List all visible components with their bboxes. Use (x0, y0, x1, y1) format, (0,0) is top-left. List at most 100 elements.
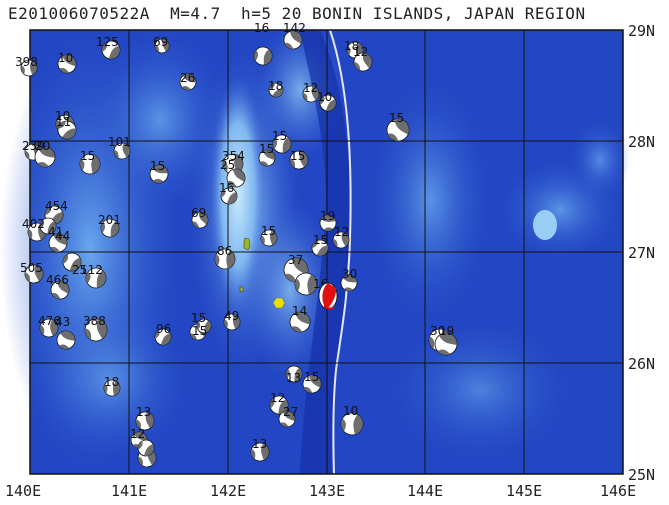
latitude-label: 28N (628, 133, 655, 151)
event-depth-label: 12 (334, 225, 349, 239)
focal-mechanism (272, 134, 292, 154)
event-depth-label: 15 (259, 142, 274, 156)
event-depth-label: 12 (303, 81, 318, 95)
latitude-label: 25N (628, 466, 655, 484)
event-depth-label: 69 (191, 206, 206, 220)
event-depth-label: 12 (270, 391, 285, 405)
focal-mechanism (386, 118, 410, 142)
longitude-label: 146E (600, 482, 636, 500)
event-depth-label: 20 (35, 139, 50, 153)
latitude-label: 29N (628, 22, 655, 40)
event-depth-label: 15 (192, 324, 207, 338)
event-depth-label: 354 (222, 149, 245, 163)
focal-mechanism (340, 274, 358, 292)
event-depth-label: 30 (342, 267, 357, 281)
focal-mechanism (289, 150, 309, 170)
event-depth-label: 86 (217, 244, 232, 258)
event-depth-label: 14 (292, 304, 307, 318)
focal-mechanism (434, 332, 458, 356)
map-title: E201006070522A M=4.7 h=5 20 BONIN ISLAND… (8, 4, 586, 23)
focal-mechanism (319, 214, 337, 232)
event-depth-label: 10 (317, 90, 332, 104)
focal-mechanism (34, 146, 56, 168)
event-depth-label: 41 (48, 225, 63, 239)
focal-mechanism (62, 252, 82, 272)
focal-mechanism (79, 153, 101, 175)
focal-mechanism (113, 142, 131, 160)
focal-mechanism (20, 59, 38, 77)
focal-mechanism (56, 330, 76, 350)
latitude-axis: 29N 28N 27N 26N 25N (628, 22, 655, 484)
event-depth-label: 15 (290, 149, 305, 163)
event-depth-label: 15 (304, 370, 319, 384)
event-depth-label: 37 (288, 253, 303, 267)
event-depth-label: 10 (55, 109, 70, 123)
focal-mechanism (135, 411, 155, 431)
focal-mechanism (101, 40, 121, 60)
event-depth-label: 466 (46, 273, 69, 287)
event-depth-label: 27 (283, 405, 298, 419)
focal-mechanism (278, 410, 296, 428)
event-depth-label: 201 (98, 213, 121, 227)
event-depth-label: 15 (150, 159, 165, 173)
event-depth-label: 69 (153, 35, 168, 49)
focal-mechanism (154, 328, 172, 346)
longitude-label: 145E (506, 482, 542, 500)
event-depth-label: 239 (22, 139, 45, 153)
event-depth-label: 96 (156, 322, 171, 336)
focal-mechanism (258, 149, 276, 167)
event-depth-label: 112 (80, 263, 103, 277)
event-depth-label: 13 (286, 371, 301, 385)
event-depth-label: 15 (272, 129, 287, 143)
focal-mechanism (50, 280, 70, 300)
focal-mechanism (57, 120, 77, 140)
island (243, 237, 251, 251)
event-depth-label: 43 (55, 315, 70, 329)
focal-mechanism (191, 211, 209, 229)
event-depth-label: 15 (389, 111, 404, 125)
event-depth-label: 476 (38, 314, 61, 328)
event-depth-label: 18 (344, 39, 359, 53)
event-depth-label: 11 (56, 115, 71, 129)
event-depth-label: 19 (320, 209, 335, 223)
focal-mechanism (353, 52, 373, 72)
focal-mechanism (340, 412, 364, 436)
event-depth-label: 15 (80, 149, 95, 163)
focal-mechanism (302, 374, 322, 394)
event-depth-label: 18 (104, 375, 119, 389)
event-depth-label: 10 (343, 404, 358, 418)
focal-mechanism (319, 94, 337, 112)
focal-mechanism (220, 187, 238, 205)
event-depth-label: 398 (15, 55, 38, 69)
focal-mechanism (253, 46, 273, 66)
focal-mechanism (39, 217, 57, 235)
event-depth-label: 16 (254, 21, 269, 35)
event-depth-label: 15 (313, 233, 328, 247)
islands (239, 237, 286, 309)
focal-mechanism (250, 442, 270, 462)
longitude-label: 140E (5, 482, 41, 500)
event-depth-label: 12 (130, 427, 145, 441)
event-depth-label: 12 (353, 45, 368, 59)
focal-mechanism (149, 164, 169, 184)
focal-mechanism (311, 239, 329, 257)
focal-mechanism (179, 73, 197, 91)
focal-mechanism (223, 313, 241, 331)
focal-mechanism (137, 439, 155, 457)
focal-mechanism (24, 264, 44, 284)
focal-mechanism (196, 318, 212, 334)
event-depth-label: 49 (224, 309, 239, 323)
latitude-label: 26N (628, 355, 655, 373)
event-depth-label: 101 (108, 135, 131, 149)
event-layer (20, 30, 458, 468)
focal-mechanism (226, 168, 246, 188)
focal-mechanism (84, 318, 108, 342)
event-depth-label: 388 (83, 314, 106, 328)
focal-mechanism (332, 231, 350, 249)
event-depth-label: 16 (219, 181, 234, 195)
focal-mechanism (100, 218, 120, 238)
focal-mechanism (39, 318, 59, 338)
latitude-label: 27N (628, 244, 655, 262)
focal-mechanism (294, 272, 318, 296)
event-depth-label: 13 (252, 437, 267, 451)
